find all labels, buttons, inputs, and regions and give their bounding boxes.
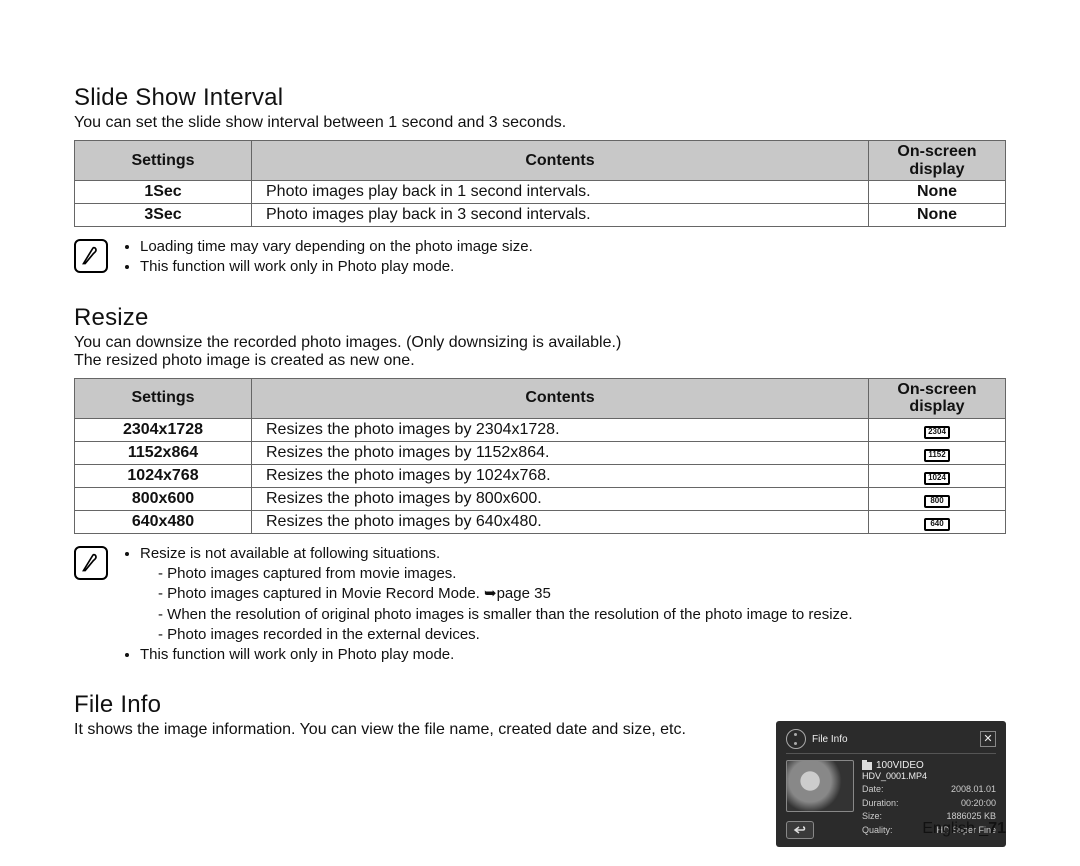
section-title-fileinfo: File Info [74,691,1006,719]
cell-osd: 1152 [869,441,1006,464]
th-settings: Settings [75,378,252,418]
manual-page: Slide Show Interval You can set the slid… [0,0,1080,866]
note-item: This function will work only in Photo pl… [140,257,533,277]
cell-osd: None [869,181,1006,204]
note-item: Resize is not available at following sit… [140,544,853,645]
fileinfo-row: It shows the image information. You can … [74,721,1006,847]
cell-content: Resizes the photo images by 2304x1728. [252,418,869,441]
kv-row: Date:2008.01.01 [862,783,996,797]
cell-setting: 1024x768 [75,464,252,487]
note-subitem: Photo images captured in Movie Record Mo… [158,584,853,604]
slideshow-notes: Loading time may vary depending on the p… [74,237,1006,278]
table-row: 1152x864 Resizes the photo images by 115… [75,441,1006,464]
note-item: Loading time may vary depending on the p… [140,237,533,257]
cell-content: Resizes the photo images by 800x600. [252,487,869,510]
resolution-icon: 1152 [924,449,950,462]
table-row: 1Sec Photo images play back in 1 second … [75,181,1006,204]
cell-setting: 640x480 [75,510,252,533]
th-osd: On-screen display [869,378,1006,418]
preview-title: File Info [812,734,848,745]
note-item: This function will work only in Photo pl… [140,645,853,665]
back-icon[interactable] [786,821,814,839]
cell-osd: 640 [869,510,1006,533]
resize-desc-2: The resized photo image is created as ne… [74,352,1006,370]
resolution-icon: 640 [924,518,950,531]
note-subitem: When the resolution of original photo im… [158,605,853,625]
folder-name: 100VIDEO [876,760,924,771]
note-icon [74,239,108,273]
table-row: 640x480 Resizes the photo images by 640x… [75,510,1006,533]
slideshow-desc: You can set the slide show interval betw… [74,114,1006,132]
cell-osd: 2304 [869,418,1006,441]
cell-content: Resizes the photo images by 640x480. [252,510,869,533]
table-row: 1024x768 Resizes the photo images by 102… [75,464,1006,487]
cell-osd: None [869,204,1006,227]
cell-setting: 3Sec [75,204,252,227]
table-row: 3Sec Photo images play back in 3 second … [75,204,1006,227]
fileinfo-desc-text: It shows the image information. You can … [74,721,756,739]
note-subitem: Photo images captured from movie images. [158,564,853,584]
cell-setting: 1152x864 [75,441,252,464]
note-list: Loading time may vary depending on the p… [120,237,533,278]
thumbnail-image [786,760,854,812]
th-settings: Settings [75,141,252,181]
section-title-slideshow: Slide Show Interval [74,84,1006,112]
footer-lang: English _ [922,820,988,837]
cell-setting: 1Sec [75,181,252,204]
kv-row: Duration:00:20:00 [862,797,996,811]
cell-content: Photo images play back in 1 second inter… [252,181,869,204]
film-reel-icon [786,729,806,749]
note-subitem: Photo images recorded in the external de… [158,625,853,645]
folder-icon [862,762,872,770]
resolution-icon: 800 [924,495,950,508]
cell-content: Resizes the photo images by 1024x768. [252,464,869,487]
cell-osd: 1024 [869,464,1006,487]
cell-content: Photo images play back in 3 second inter… [252,204,869,227]
resize-desc-1: You can downsize the recorded photo imag… [74,334,1006,352]
section-title-resize: Resize [74,304,1006,332]
cell-setting: 2304x1728 [75,418,252,441]
th-osd: On-screen display [869,141,1006,181]
resolution-icon: 1024 [924,472,950,485]
note-icon [74,546,108,580]
page-number: 71 [988,820,1006,837]
resize-notes: Resize is not available at following sit… [74,544,1006,666]
th-contents: Contents [252,141,869,181]
note-list: Resize is not available at following sit… [120,544,853,666]
th-contents: Contents [252,378,869,418]
file-name: HDV_0001.MP4 [862,771,996,781]
fileinfo-desc: It shows the image information. You can … [74,721,756,747]
cell-osd: 800 [869,487,1006,510]
table-row: 2304x1728 Resizes the photo images by 23… [75,418,1006,441]
resize-table: Settings Contents On-screen display 2304… [74,378,1006,534]
slideshow-table: Settings Contents On-screen display 1Sec… [74,140,1006,227]
cell-setting: 800x600 [75,487,252,510]
preview-header: File Info ✕ [786,729,996,754]
page-footer: English _71 [922,820,1006,838]
table-row: 800x600 Resizes the photo images by 800x… [75,487,1006,510]
resolution-icon: 2304 [924,426,950,439]
cell-content: Resizes the photo images by 1152x864. [252,441,869,464]
close-icon[interactable]: ✕ [980,731,996,747]
folder-line: 100VIDEO [862,760,996,771]
